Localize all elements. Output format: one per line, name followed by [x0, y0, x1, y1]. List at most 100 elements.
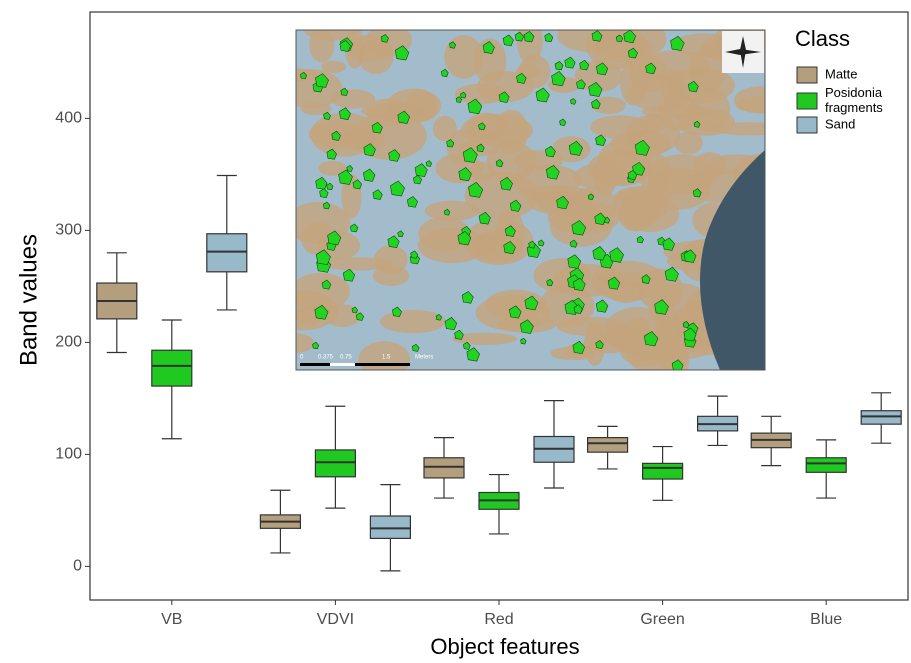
inset-sand-patch: [345, 35, 392, 61]
inset-posidonia-fragment: [596, 62, 609, 76]
inset-posidonia-fragment: [535, 87, 550, 103]
inset-posidonia-fragment: [504, 225, 516, 237]
inset-posidonia-fragment: [468, 181, 484, 198]
inset-posidonia-fragment: [425, 160, 432, 167]
inset-posidonia-fragment: [568, 140, 583, 156]
inset-posidonia-fragment: [520, 319, 534, 334]
inset-posidonia-fragment: [509, 305, 522, 319]
inset-sand-patch: [309, 30, 335, 63]
scale-bar-label: 1.5: [382, 355, 391, 361]
inset-sand-patch: [674, 131, 703, 155]
inset-posidonia-fragment: [671, 359, 684, 370]
inset-posidonia-fragment: [435, 313, 442, 321]
x-tick-label: VB: [161, 611, 182, 628]
inset-posidonia-fragment: [662, 237, 675, 251]
inset-sand-patch: [358, 341, 411, 370]
inset-posidonia-fragment: [467, 98, 483, 115]
inset-posidonia-fragment: [509, 199, 522, 212]
inset-posidonia-fragment: [407, 196, 418, 208]
inset-posidonia-fragment: [392, 306, 402, 317]
inset-sand-patch: [590, 96, 627, 114]
inset-posidonia-fragment: [544, 32, 554, 43]
x-axis-title: Object features: [430, 634, 579, 659]
inset-posidonia-fragment: [371, 121, 383, 134]
inset-posidonia-fragment: [362, 168, 376, 182]
inset-posidonia-fragment: [457, 230, 472, 246]
inset-posidonia-fragment: [326, 148, 337, 160]
inset-posidonia-fragment: [571, 220, 587, 236]
inset-posidonia-fragment: [572, 340, 586, 355]
inset-sand-patch: [486, 141, 537, 181]
inset-posidonia-fragment: [516, 72, 527, 84]
box: [151, 349, 193, 387]
inset-sand-patch: [424, 200, 480, 221]
inset-posidonia-fragment: [331, 130, 341, 141]
inset-posidonia-fragment: [454, 329, 464, 340]
inset-posidonia-fragment: [387, 235, 400, 249]
box: [805, 457, 847, 473]
inset-posidonia-fragment: [441, 68, 449, 77]
inset-posidonia-fragment: [390, 180, 405, 197]
inset-posidonia-fragment: [567, 254, 582, 269]
inset-sand-patch: [474, 232, 498, 255]
inset-posidonia-fragment: [321, 279, 332, 290]
inset-sand-patch: [574, 163, 625, 190]
inset-posidonia-fragment: [594, 212, 607, 225]
compass: [722, 31, 764, 73]
legend-key: [796, 116, 818, 134]
inset-posidonia-fragment: [315, 176, 328, 190]
y-tick-label: 300: [55, 222, 82, 239]
inset-posidonia-fragment: [645, 62, 657, 75]
inset-posidonia-fragment: [503, 240, 516, 255]
inset-posidonia-fragment: [634, 139, 650, 156]
inset-sand-patch: [444, 35, 484, 79]
inset-sand-patch: [296, 333, 315, 353]
inset-posidonia-fragment: [693, 120, 701, 128]
inset-posidonia-fragment: [323, 201, 331, 210]
inset-dark-area: [700, 150, 765, 370]
inset-posidonia-fragment: [588, 82, 603, 97]
x-tick-label: Blue: [810, 611, 842, 628]
inset-sand-patch: [454, 83, 508, 104]
legend-label: Posidonia fragments: [825, 85, 883, 115]
inset-posidonia-fragment: [579, 59, 590, 71]
inset-posidonia-fragment: [595, 134, 607, 146]
legend-key: [796, 66, 818, 84]
inset-posidonia-fragment: [615, 34, 624, 43]
inset-posidonia-fragment: [592, 246, 607, 261]
inset-posidonia-fragment: [523, 30, 535, 43]
inset-posidonia-fragment: [372, 189, 383, 200]
inset-posidonia-fragment: [514, 31, 524, 42]
box: [586, 437, 629, 453]
inset-sand-patch: [494, 109, 529, 154]
legend-label: Matte: [825, 66, 858, 81]
legend-label: Sand: [825, 116, 855, 131]
inset-sand-patch: [463, 218, 534, 265]
inset-posidonia-fragment: [327, 230, 342, 246]
inset-posidonia-fragment: [683, 327, 697, 342]
x-tick-label: VDVI: [317, 611, 354, 628]
scale-bar-label: 0: [300, 355, 304, 361]
inset-posidonia-fragment: [461, 291, 474, 304]
inset-posidonia-fragment: [446, 139, 455, 148]
inset-posidonia-fragment: [413, 174, 422, 185]
inset-posidonia-fragment: [687, 80, 699, 93]
inset-posidonia-fragment: [449, 41, 457, 49]
scale-bar-label: 0.75: [340, 355, 352, 361]
inset-posidonia-fragment: [643, 331, 659, 347]
inset-posidonia-fragment: [570, 98, 577, 105]
inset-posidonia-fragment: [346, 165, 353, 172]
inset-posidonia-fragment: [545, 164, 560, 180]
inset-posidonia-fragment: [627, 47, 638, 59]
inset-border: [295, 29, 766, 371]
inset-posidonia-fragment: [455, 96, 462, 103]
inset-posidonia-fragment: [338, 169, 353, 185]
inset-posidonia-fragment: [595, 299, 609, 313]
inset-posidonia-fragment: [394, 45, 410, 61]
inset-posidonia-fragment: [607, 276, 621, 290]
inset-posidonia-fragment: [556, 195, 569, 210]
x-tick-label: Red: [484, 611, 513, 628]
y-tick-label: 0: [73, 558, 82, 575]
inset-sand-patch: [613, 186, 668, 224]
inset-posidonia-fragment: [495, 159, 504, 167]
